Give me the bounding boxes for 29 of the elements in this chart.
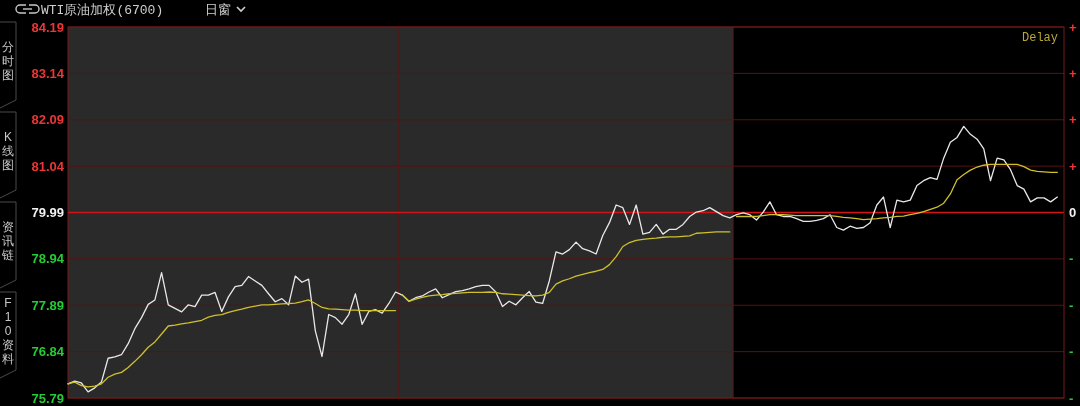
y-tick-label: 83.14 (31, 65, 65, 81)
chart-subtitle: 日窗 (205, 2, 231, 18)
text: + (1069, 158, 1077, 174)
text: 0 (1069, 205, 1077, 220)
text: K线图 (2, 130, 14, 172)
y-tick-label: 77.89 (31, 297, 64, 313)
text: + (1069, 65, 1077, 81)
y-tick-label: 76.84 (31, 344, 65, 360)
y-tick-label: 78.94 (31, 251, 65, 267)
line-series (735, 163, 1058, 221)
line-series (401, 231, 731, 302)
y-tick-label: 75.79 (31, 390, 64, 406)
annotation: Delay (1021, 31, 1058, 45)
text: 资讯链 (1, 220, 14, 262)
text: + (1069, 112, 1077, 128)
text: - (1069, 297, 1074, 313)
text: 分时图 (2, 40, 14, 82)
text: - (1069, 344, 1074, 360)
chart-title: WTI原油加权(6700) (41, 3, 164, 18)
text: + (1069, 19, 1077, 35)
text: - (1069, 251, 1074, 267)
text: F10资料 (2, 296, 14, 366)
line-series (67, 125, 1058, 393)
y-tick-label: 81.04 (31, 158, 65, 174)
y-tick-label: 82.09 (31, 112, 64, 128)
line-series (67, 299, 397, 388)
text: - (1069, 390, 1074, 406)
y-tick-label: 79.99 (31, 205, 64, 220)
y-tick-label: 84.19 (31, 19, 64, 35)
